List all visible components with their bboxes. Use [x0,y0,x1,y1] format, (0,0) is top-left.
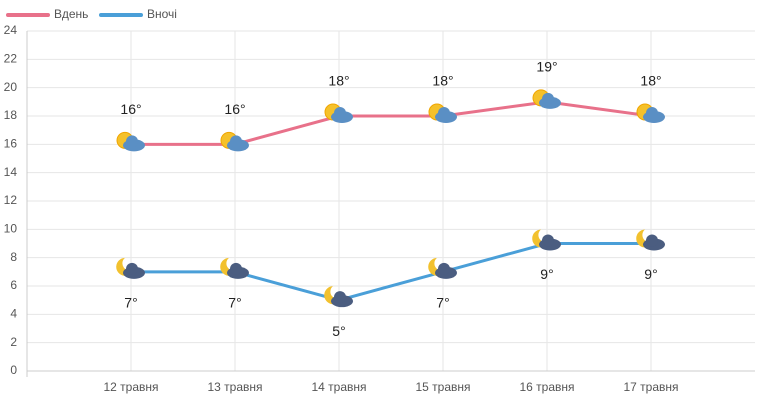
cloud [334,107,346,119]
weather-icon [532,229,561,251]
weather-icon [428,257,457,279]
y-tick-label: 22 [4,52,18,66]
x-tick-label: 13 травня [207,380,262,394]
data-label: 18° [328,73,349,89]
y-tick-label: 14 [4,165,18,179]
legend-label: Вночі [147,7,177,21]
y-tick-label: 0 [10,363,17,377]
series-line [131,100,652,146]
data-label: 16° [120,101,141,117]
cloud [542,234,554,247]
cloud [230,135,242,148]
cloud [230,262,242,275]
cloud [126,135,138,148]
data-label: 18° [432,73,453,89]
weather-icon [532,89,561,109]
cloud [334,291,346,304]
cloud [438,262,450,275]
data-label: 7° [124,295,137,311]
weather-icon [116,131,145,152]
data-label: 9° [644,266,657,282]
weather-icon [220,257,249,279]
data-label: 18° [640,73,661,89]
data-label: 19° [536,59,557,75]
weather-icon [116,257,145,279]
y-tick-label: 8 [10,250,17,264]
y-tick-label: 6 [10,278,17,292]
weather-icon [324,286,353,308]
x-tick-label: 15 травня [415,380,470,394]
data-label: 16° [224,101,245,117]
series-line [131,242,651,302]
cloud [646,107,658,119]
x-tick-label: 14 травня [311,380,366,394]
x-tick-label: 17 травня [623,380,678,394]
y-tick-label: 10 [4,222,18,236]
weather-icon [636,229,665,251]
x-tick-label: 12 травня [103,380,158,394]
y-tick-label: 24 [4,23,18,37]
weather-icon [220,131,249,152]
weather-icon [324,103,353,123]
y-tick-label: 4 [10,307,17,321]
y-tick-label: 18 [4,108,18,122]
x-tick-label: 16 травня [519,380,574,394]
y-tick-label: 12 [4,193,18,207]
data-label: 5° [332,323,345,339]
cloud [126,262,138,275]
legend-label: Вдень [54,7,88,21]
weather-icon [636,103,665,123]
cloud [438,107,450,119]
data-label: 7° [228,295,241,311]
y-tick-label: 20 [4,80,18,94]
weather-icon [428,103,457,123]
y-tick-label: 2 [10,335,17,349]
y-tick-label: 16 [4,137,18,151]
cloud [542,92,554,105]
data-label: 9° [540,266,553,282]
cloud [646,234,658,247]
data-label: 7° [436,295,449,311]
